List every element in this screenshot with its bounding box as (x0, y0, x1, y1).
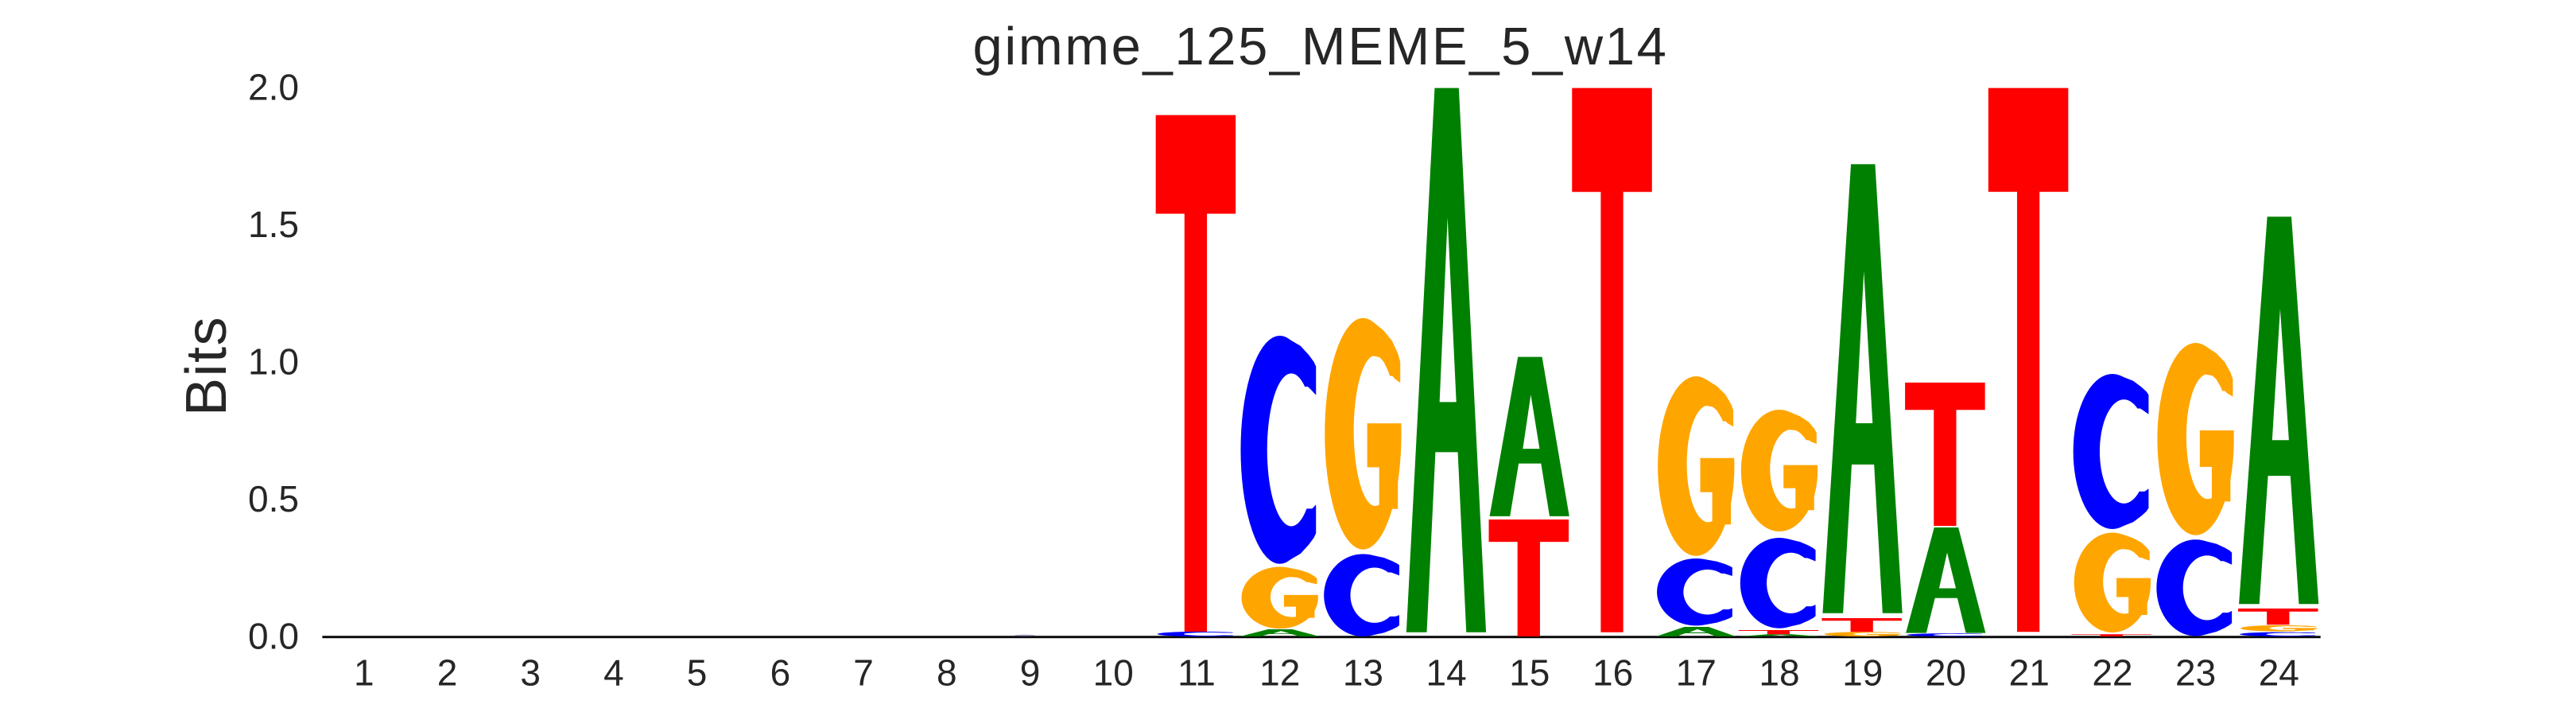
svg-text:15: 15 (1509, 652, 1550, 694)
svg-text:19: 19 (1842, 652, 1883, 694)
svg-text:0.5: 0.5 (248, 478, 299, 519)
svg-text:gimme_125_MEME_5_w14: gimme_125_MEME_5_w14 (972, 17, 1668, 76)
svg-text:1.0: 1.0 (248, 341, 299, 383)
svg-text:22: 22 (2092, 652, 2132, 694)
svg-text:5: 5 (687, 652, 708, 694)
svg-text:1.5: 1.5 (248, 204, 299, 245)
svg-text:6: 6 (770, 652, 791, 694)
svg-text:1: 1 (354, 652, 374, 694)
svg-text:24: 24 (2259, 652, 2299, 694)
svg-text:18: 18 (1759, 652, 1799, 694)
svg-text:17: 17 (1676, 652, 1717, 694)
svg-text:Bits: Bits (175, 316, 239, 416)
svg-text:20: 20 (1926, 652, 1966, 694)
svg-text:12: 12 (1259, 652, 1300, 694)
svg-text:2.0: 2.0 (248, 67, 299, 108)
svg-text:14: 14 (1426, 652, 1467, 694)
svg-text:13: 13 (1343, 652, 1383, 694)
svg-text:4: 4 (603, 652, 624, 694)
svg-text:21: 21 (2009, 652, 2050, 694)
svg-text:2: 2 (437, 652, 458, 694)
svg-text:8: 8 (937, 652, 957, 694)
svg-text:0.0: 0.0 (248, 616, 299, 657)
svg-text:23: 23 (2175, 652, 2216, 694)
svg-text:16: 16 (1593, 652, 1633, 694)
svg-text:7: 7 (853, 652, 874, 694)
svg-text:11: 11 (1177, 652, 1216, 694)
svg-text:3: 3 (520, 652, 541, 694)
svg-text:9: 9 (1020, 652, 1041, 694)
svg-text:10: 10 (1093, 652, 1134, 694)
